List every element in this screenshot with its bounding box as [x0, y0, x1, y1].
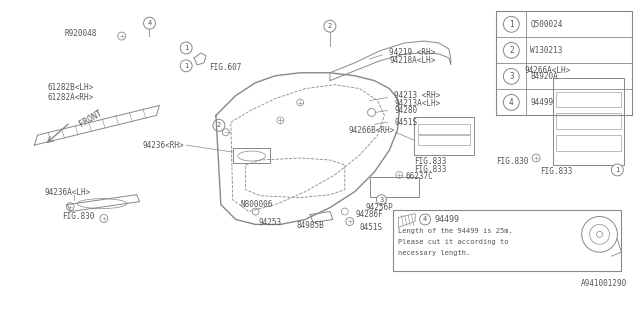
Text: 84920A: 84920A: [530, 72, 558, 81]
Text: FIG.833: FIG.833: [414, 165, 447, 174]
Text: 94266B<RH>: 94266B<RH>: [348, 126, 394, 135]
Bar: [418, 135, 470, 145]
Bar: [394, 210, 621, 271]
Circle shape: [118, 32, 125, 40]
Text: FIG.833: FIG.833: [540, 167, 572, 176]
Circle shape: [100, 214, 108, 222]
Text: 2: 2: [509, 46, 514, 55]
Text: 1: 1: [184, 45, 188, 51]
Circle shape: [180, 60, 192, 72]
Text: 94213 <RH>: 94213 <RH>: [394, 91, 440, 100]
Text: FIG.830: FIG.830: [497, 157, 529, 166]
Text: FIG.607: FIG.607: [209, 63, 241, 72]
Circle shape: [504, 68, 519, 84]
Circle shape: [277, 117, 284, 124]
Text: 3: 3: [380, 197, 383, 203]
Text: 94236A<LH>: 94236A<LH>: [44, 188, 91, 197]
Text: 94236<RH>: 94236<RH>: [143, 140, 184, 150]
Text: 94280: 94280: [394, 106, 417, 115]
Circle shape: [143, 17, 156, 29]
Circle shape: [367, 108, 376, 116]
Text: 4: 4: [509, 98, 514, 107]
Circle shape: [222, 129, 229, 136]
Circle shape: [252, 208, 259, 215]
Circle shape: [504, 43, 519, 58]
Text: 94499: 94499: [530, 98, 554, 107]
Bar: [418, 124, 470, 134]
Circle shape: [532, 154, 540, 162]
Text: 3: 3: [509, 72, 514, 81]
Text: 4: 4: [147, 20, 152, 26]
Text: 61282B<LH>: 61282B<LH>: [47, 83, 93, 92]
Circle shape: [376, 195, 387, 204]
Bar: [553, 78, 625, 165]
Text: 94286F: 94286F: [356, 210, 383, 219]
Text: 94219 <RH>: 94219 <RH>: [389, 48, 436, 57]
Circle shape: [582, 217, 618, 252]
Text: FIG.830: FIG.830: [62, 212, 95, 221]
Text: 1: 1: [184, 63, 188, 69]
Circle shape: [346, 218, 354, 225]
Bar: [556, 135, 621, 151]
Text: W130213: W130213: [530, 46, 563, 55]
Circle shape: [589, 224, 609, 244]
Text: R920048: R920048: [64, 28, 97, 38]
Text: necessary length.: necessary length.: [398, 250, 470, 256]
Text: Length of the 94499 is 25m.: Length of the 94499 is 25m.: [398, 228, 513, 234]
Text: 1: 1: [509, 20, 514, 29]
Text: 94499: 94499: [435, 215, 460, 224]
Circle shape: [611, 164, 623, 176]
Bar: [556, 92, 621, 108]
Text: A941001290: A941001290: [581, 279, 627, 288]
Text: 94213A<LH>: 94213A<LH>: [394, 99, 440, 108]
Text: 0451S: 0451S: [360, 223, 383, 232]
Circle shape: [341, 208, 348, 215]
Text: 61282A<RH>: 61282A<RH>: [47, 93, 93, 102]
Circle shape: [324, 20, 336, 32]
Circle shape: [213, 119, 225, 131]
Circle shape: [504, 16, 519, 32]
Text: 94253: 94253: [259, 218, 282, 227]
Bar: [414, 117, 474, 155]
Circle shape: [66, 203, 74, 211]
Text: Q500024: Q500024: [530, 20, 563, 29]
Circle shape: [504, 94, 519, 110]
Text: FRONT: FRONT: [77, 108, 103, 129]
Circle shape: [420, 214, 431, 225]
Text: FIG.833: FIG.833: [414, 157, 447, 166]
Text: Please cut it according to: Please cut it according to: [398, 239, 509, 245]
Text: 84985B: 84985B: [296, 221, 324, 230]
Polygon shape: [330, 41, 451, 81]
Text: 2: 2: [217, 122, 221, 128]
Bar: [369, 177, 419, 197]
Text: 2: 2: [328, 23, 332, 29]
Text: 4: 4: [423, 216, 428, 222]
Circle shape: [396, 172, 403, 178]
Text: N800006: N800006: [241, 200, 273, 209]
Text: 0451S: 0451S: [394, 118, 417, 127]
Text: 66237C: 66237C: [405, 172, 433, 181]
Text: 94266A<LH>: 94266A<LH>: [525, 66, 571, 75]
Circle shape: [596, 231, 602, 237]
Circle shape: [297, 99, 303, 106]
Text: 1: 1: [615, 167, 620, 173]
Bar: [497, 11, 632, 116]
Text: 94218A<LH>: 94218A<LH>: [389, 56, 436, 65]
Circle shape: [180, 42, 192, 54]
Bar: [556, 113, 621, 129]
Text: 94256P: 94256P: [365, 203, 394, 212]
